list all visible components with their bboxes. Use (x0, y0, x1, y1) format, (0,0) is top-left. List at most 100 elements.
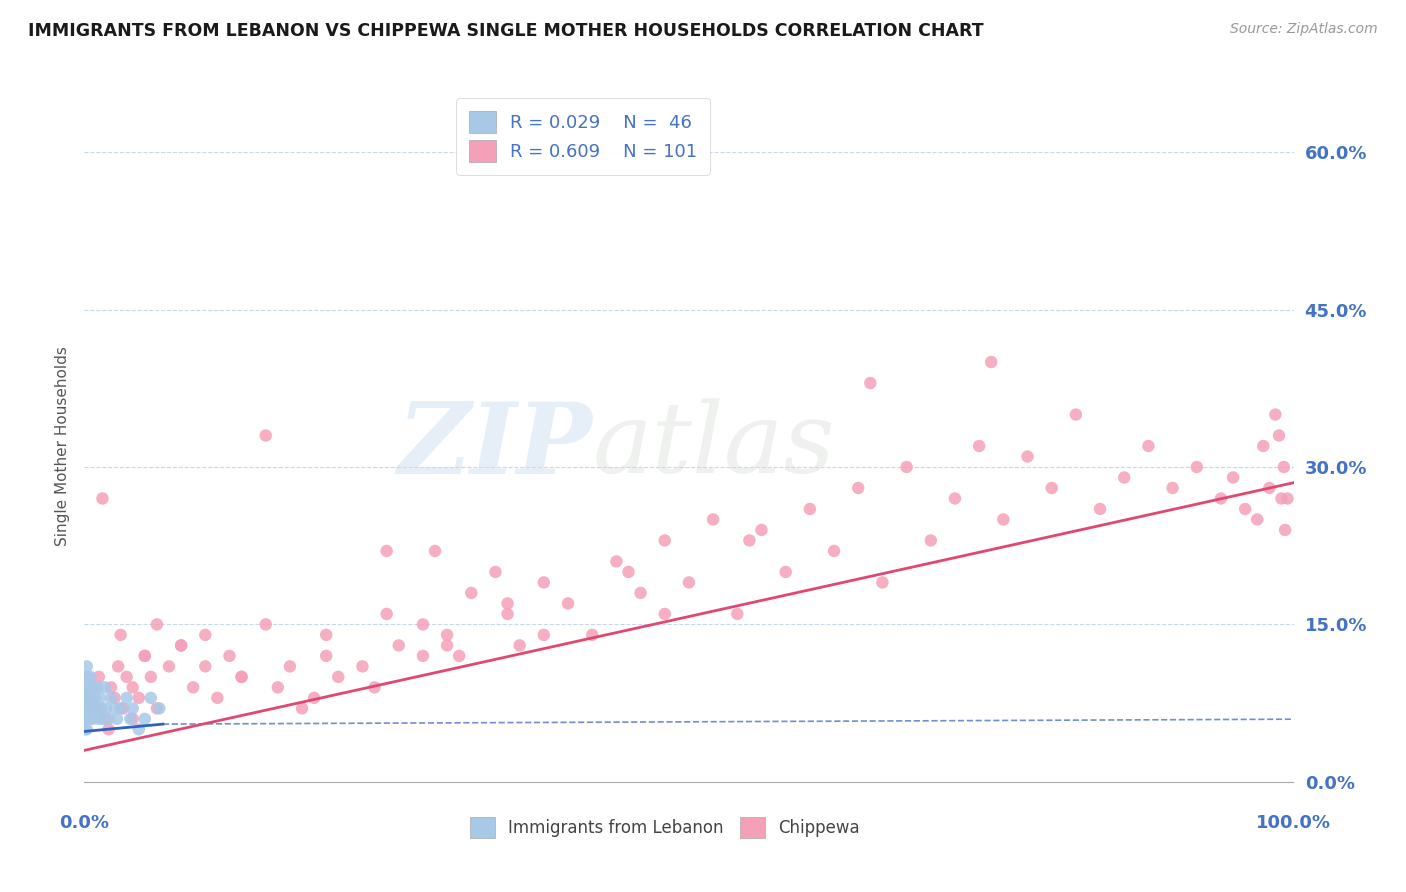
Point (823, 544, 845, 558)
Point (104, 701, 127, 715)
Point (1274, 523, 1296, 537)
Point (328, 670, 350, 684)
Point (1272, 460, 1295, 475)
Point (73, 723, 96, 737)
Point (134, 648, 156, 663)
Point (1064, 408, 1087, 422)
Point (1088, 502, 1111, 516)
Point (75, 670, 97, 684)
Point (75, 712, 97, 726)
Point (254, 428, 277, 442)
Point (738, 533, 761, 548)
Point (967, 439, 990, 453)
Point (77, 701, 100, 715)
Point (115, 690, 138, 705)
Point (107, 659, 129, 673)
Point (100, 681, 122, 695)
Point (1258, 481, 1281, 495)
Point (76, 659, 98, 673)
Point (557, 596, 579, 610)
Point (460, 586, 482, 600)
Point (77, 690, 100, 705)
Point (436, 639, 458, 653)
Point (77, 690, 100, 705)
Point (896, 460, 918, 475)
Point (436, 628, 458, 642)
Point (121, 681, 143, 695)
Point (87, 670, 110, 684)
Point (1161, 481, 1184, 495)
Point (146, 617, 169, 632)
Point (496, 607, 519, 621)
Point (1137, 439, 1160, 453)
Point (170, 639, 193, 653)
Point (134, 712, 156, 726)
Point (134, 648, 156, 663)
Point (375, 544, 398, 558)
Point (79, 712, 101, 726)
Point (920, 533, 942, 548)
Point (77, 670, 100, 684)
Point (654, 607, 676, 621)
Point (105, 712, 128, 726)
Point (484, 565, 506, 579)
Point (291, 701, 314, 715)
Point (654, 533, 676, 548)
Point (449, 648, 471, 663)
Text: IMMIGRANTS FROM LEBANON VS CHIPPEWA SINGLE MOTHER HOUSEHOLDS CORRELATION CHART: IMMIGRANTS FROM LEBANON VS CHIPPEWA SING… (28, 22, 984, 40)
Point (76, 701, 98, 715)
Point (83, 681, 105, 695)
Point (79, 670, 101, 684)
Point (87, 712, 110, 726)
Point (194, 659, 217, 673)
Point (278, 659, 301, 673)
Point (1114, 470, 1136, 484)
Point (207, 690, 229, 705)
Point (799, 502, 821, 516)
Point (302, 690, 325, 705)
Point (75, 690, 97, 705)
Point (412, 617, 434, 632)
Point (1277, 491, 1299, 506)
Point (121, 712, 143, 726)
Point (1264, 408, 1286, 422)
Point (980, 355, 1002, 369)
Point (375, 607, 398, 621)
Point (231, 670, 253, 684)
Point (581, 628, 603, 642)
Point (73, 712, 96, 726)
Point (231, 670, 253, 684)
Point (82, 712, 104, 726)
Point (630, 586, 652, 600)
Point (115, 670, 138, 684)
Point (605, 554, 627, 568)
Point (128, 690, 150, 705)
Point (496, 596, 519, 610)
Point (315, 628, 337, 642)
Point (1268, 428, 1291, 442)
Point (1246, 512, 1268, 526)
Point (352, 659, 374, 673)
Point (80, 681, 103, 695)
Point (82, 701, 104, 715)
Point (1270, 491, 1292, 506)
Point (943, 491, 966, 506)
Point (157, 659, 180, 673)
Point (725, 607, 748, 621)
Y-axis label: Single Mother Households: Single Mother Households (55, 346, 70, 546)
Point (139, 690, 162, 705)
Point (120, 712, 142, 726)
Point (121, 701, 143, 715)
Point (181, 681, 204, 695)
Text: ZIP: ZIP (398, 398, 592, 494)
Point (1222, 470, 1244, 484)
Point (146, 701, 169, 715)
Point (97, 712, 120, 726)
Point (76, 723, 98, 737)
Point (75, 701, 97, 715)
Point (110, 701, 132, 715)
Point (533, 575, 555, 590)
Text: atlas: atlas (592, 399, 835, 493)
Point (110, 628, 132, 642)
Point (82, 690, 104, 705)
